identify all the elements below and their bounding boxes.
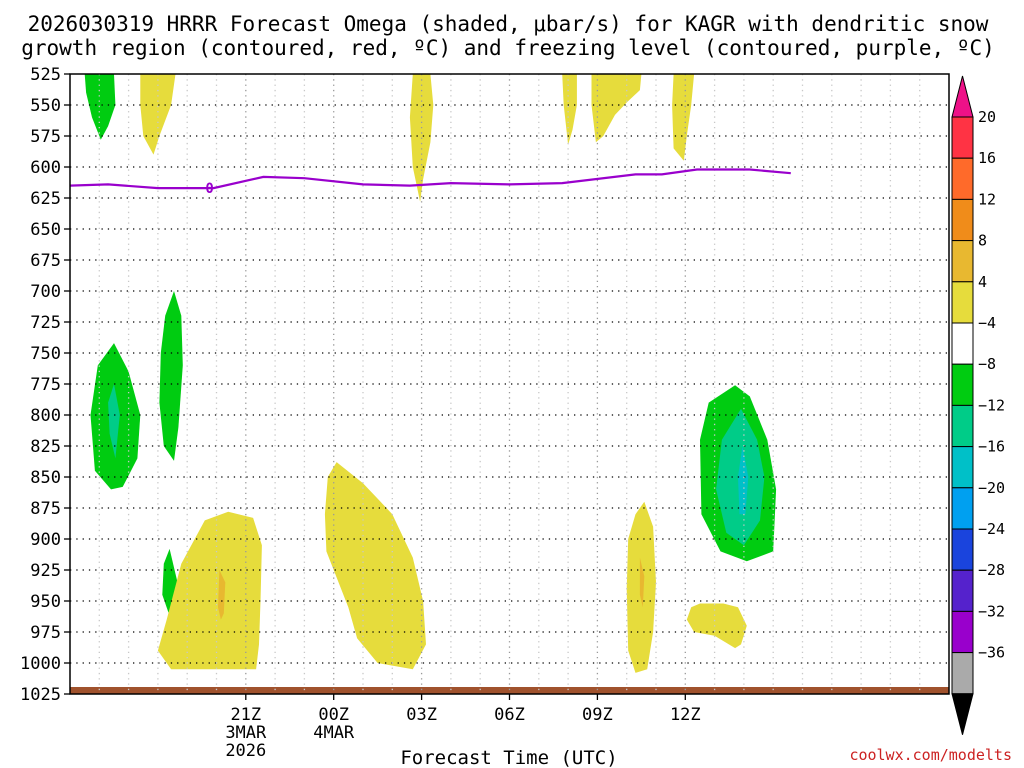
omega-shaded-regions: [84, 74, 777, 673]
colorbar-tick-label: −4: [978, 314, 996, 332]
colorbar-swatch: [951, 446, 974, 489]
omega-region-14: [157, 511, 262, 670]
y-tick-label: 725: [30, 313, 61, 333]
freezing-level-line: [69, 168, 791, 190]
colorbar-swatch: [951, 610, 974, 654]
colorbar-swatch: [951, 240, 974, 283]
y-tick-label: 875: [30, 499, 61, 519]
colorbar-tick-label: 4: [978, 273, 987, 291]
colorbar-swatch: [951, 487, 974, 530]
colorbar-swatch: [951, 198, 974, 242]
ground-surface-band: [70, 687, 949, 694]
omega-region-6: [672, 74, 695, 161]
x-tick-label: 21Z: [230, 705, 261, 725]
y-tick-label: 1000: [20, 654, 61, 674]
y-tick-label: 750: [30, 344, 61, 364]
y-tick-label: 950: [30, 592, 61, 612]
omega-region-5: [591, 74, 642, 143]
colorbar-tick-label: −16: [978, 438, 1005, 456]
y-tick-label: 850: [30, 468, 61, 488]
colorbar-swatch: [951, 157, 974, 200]
colorbar-tick-label: −20: [978, 479, 1005, 497]
omega-region-19: [686, 603, 747, 649]
x-tick-date-label: 3MAR: [225, 723, 267, 743]
colorbar-swatch: [951, 281, 974, 324]
colorbar-tick-label: −28: [978, 561, 1005, 579]
colorbar-top-arrow: [951, 75, 974, 118]
x-axis-title: Forecast Time (UTC): [400, 747, 617, 768]
colorbar-tick-label: 8: [978, 232, 987, 250]
y-tick-label: 525: [30, 65, 61, 85]
colorbar-tick-label: −24: [978, 520, 1005, 538]
colorbar-swatch: [951, 528, 974, 571]
colorbar-swatch: [951, 652, 974, 695]
colorbar-tick-label: −36: [978, 644, 1005, 662]
colorbar-tick-label: 12: [978, 190, 996, 208]
y-tick-label: 975: [30, 623, 61, 643]
x-tick-year-label: 2026: [225, 741, 266, 761]
omega-colorbar: 20 16 12 8 4 −4 −8 −12 −16 −20 −24 −28 −32 −36: [951, 75, 1005, 735]
omega-region-9: [108, 384, 120, 459]
colorbar-tick-label: 20: [978, 108, 996, 126]
freezing-level-layer: 0: [69, 168, 791, 197]
y-tick-label: 775: [30, 375, 61, 395]
colorbar-bottom-arrow: [951, 693, 974, 735]
omega-region-1: [84, 74, 116, 140]
y-tick-label: 650: [30, 220, 61, 240]
chart-title-line-2: growth region (contoured, red, ºC) and f…: [21, 36, 995, 60]
omega-region-7: [159, 291, 183, 461]
y-tick-label: 1025: [20, 685, 61, 705]
source-credit: coolwx.com/modelts: [849, 746, 1012, 764]
omega-region-4: [562, 74, 577, 145]
y-tick-label: 550: [30, 96, 61, 116]
colorbar-swatch: [951, 569, 974, 612]
y-tick-label: 925: [30, 561, 61, 581]
colorbar-tick-label: 16: [978, 149, 996, 167]
colorbar-swatch: [951, 404, 974, 448]
y-tick-label: 675: [30, 251, 61, 271]
x-tick-date-label: 4MAR: [313, 723, 355, 743]
y-tick-label: 600: [30, 158, 61, 178]
colorbar-tick-label: −12: [978, 396, 1005, 414]
y-axis-ticks: 525 550 575 600 625 650 675 700 725 750 775 800 825 8…: [20, 65, 70, 705]
colorbar-swatch: [951, 322, 974, 365]
y-tick-label: 625: [30, 189, 61, 209]
omega-region-12: [738, 446, 749, 515]
y-tick-label: 900: [30, 530, 61, 550]
colorbar-tick-label: −32: [978, 602, 1005, 620]
chart-title-line-1: 2026030319 HRRR Forecast Omega (shaded, …: [28, 12, 989, 36]
x-tick-label: 03Z: [406, 705, 437, 725]
x-tick-label: 00Z: [318, 705, 349, 725]
colorbar-tick-label: −8: [978, 355, 996, 373]
omega-region-18: [639, 557, 645, 608]
omega-region-16: [324, 462, 426, 670]
x-tick-label: 09Z: [582, 705, 613, 725]
y-tick-label: 800: [30, 406, 61, 426]
freezing-level-label: 0: [205, 181, 213, 197]
x-tick-label: 06Z: [494, 705, 525, 725]
colorbar-swatch: [951, 116, 974, 159]
y-tick-label: 575: [30, 127, 61, 147]
omega-region-2: [140, 74, 176, 155]
colorbar-swatch: [951, 363, 974, 406]
x-tick-label: 12Z: [670, 705, 701, 725]
y-tick-label: 700: [30, 282, 61, 302]
y-tick-label: 825: [30, 437, 61, 457]
omega-region-15: [218, 570, 226, 620]
